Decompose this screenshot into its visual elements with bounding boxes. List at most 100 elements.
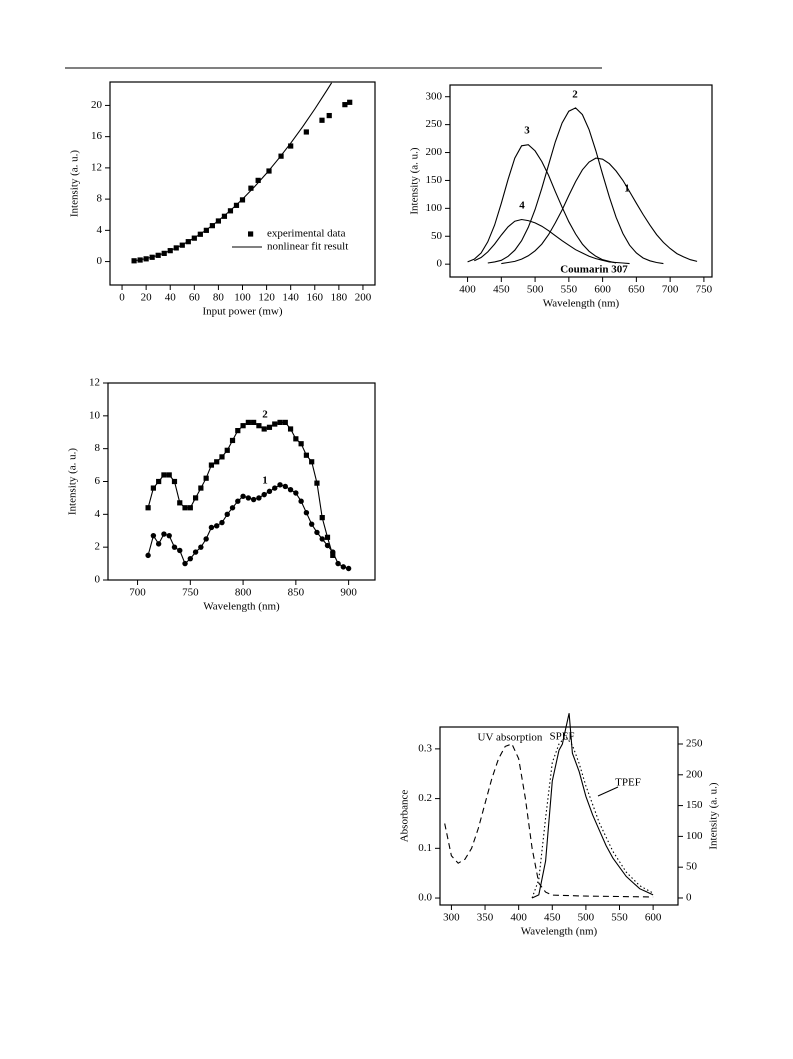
series-line: [501, 157, 698, 265]
series-line: [467, 144, 617, 264]
y-tick-label: 250: [426, 118, 443, 130]
y2-tick-label: 50: [686, 861, 698, 873]
marker-square: [319, 515, 325, 521]
marker-circle: [235, 498, 241, 504]
marker-square: [198, 485, 204, 491]
marker-square: [347, 99, 353, 105]
marker-square: [219, 454, 225, 460]
x-tick-label: 80: [213, 292, 225, 304]
marker-circle: [240, 493, 246, 499]
plot-frame: [109, 81, 376, 286]
x-tick-label: 450: [544, 912, 561, 924]
marker-circle: [282, 483, 288, 490]
marker-square: [177, 500, 183, 506]
marker-circle: [261, 491, 267, 498]
marker-circle: [319, 536, 325, 542]
x-tick-label: 700: [129, 587, 146, 599]
plot-frame: [107, 382, 376, 581]
tpef-arrow: [597, 786, 619, 797]
marker-square: [324, 534, 331, 540]
y-tick-label: 150: [426, 174, 443, 186]
y-tick-label: 0.1: [418, 842, 432, 854]
series-line: [444, 743, 654, 898]
marker-circle: [335, 560, 341, 567]
y-tick-label: 16: [91, 130, 103, 142]
marker-circle: [145, 552, 151, 559]
marker-square: [288, 143, 294, 149]
series-line: [487, 107, 664, 265]
x-tick-label: 700: [662, 284, 679, 296]
y2-tick-label: 100: [686, 830, 703, 842]
marker-circle: [308, 521, 315, 527]
marker-circle: [161, 531, 167, 537]
marker-square: [208, 462, 215, 468]
marker-circle: [277, 482, 283, 488]
series-label: TPEF: [615, 777, 641, 789]
marker-square: [251, 419, 257, 425]
marker-circle: [266, 488, 273, 495]
marker-square: [282, 419, 288, 425]
plot-frame: [439, 726, 679, 906]
x-tick-label: 60: [189, 292, 201, 304]
marker-circle: [303, 509, 310, 516]
marker-square: [256, 423, 262, 429]
marker-square: [255, 177, 261, 183]
marker-square: [192, 495, 199, 501]
marker-circle: [187, 555, 194, 562]
x-tick-label: 180: [331, 292, 348, 304]
y-tick-label: 50: [431, 230, 443, 242]
marker-circle: [272, 485, 278, 491]
x-tick-label: 600: [594, 284, 611, 296]
series-label: UV absorption: [478, 732, 543, 744]
marker-square: [261, 426, 267, 432]
y-tick-label: 0: [437, 258, 443, 270]
marker-circle: [150, 532, 157, 539]
y-axis-label: Intensity (a. u.): [409, 147, 421, 215]
marker-square: [235, 428, 241, 434]
marker-square: [203, 475, 209, 481]
marker-circle: [182, 560, 188, 567]
marker-square: [248, 185, 254, 191]
marker-square: [171, 478, 178, 485]
marker-square: [266, 424, 273, 430]
y-tick-label: 200: [426, 146, 443, 158]
x-axis-label: Wavelength (nm): [203, 601, 280, 613]
marker-circle: [177, 547, 183, 554]
y-tick-label: 0: [95, 574, 101, 586]
marker-circle: [213, 523, 220, 529]
series-line: [531, 713, 654, 899]
x-tick-label: 160: [307, 292, 324, 304]
y-tick-label: 0.3: [418, 742, 432, 754]
x-tick-label: 40: [165, 292, 177, 304]
series-line: [531, 735, 654, 899]
x-tick-label: 500: [578, 912, 595, 924]
marker-circle: [287, 487, 294, 493]
y-tick-label: 20: [91, 99, 103, 111]
y-tick-label: 4: [97, 224, 103, 236]
marker-square: [303, 129, 309, 135]
x-tick-label: 350: [477, 912, 494, 924]
marker-square: [287, 426, 294, 432]
x-tick-label: 120: [258, 292, 275, 304]
x-tick-label: 450: [493, 284, 510, 296]
marker-circle: [166, 532, 172, 539]
y-tick-label: 10: [89, 409, 101, 421]
marker-circle: [203, 536, 209, 542]
marker-square: [245, 419, 251, 425]
x-axis-label: Wavelength (nm): [543, 298, 620, 310]
marker-circle: [245, 495, 252, 501]
series-line: [134, 82, 333, 262]
y-tick-label: 8: [97, 193, 103, 205]
series-line: [474, 218, 630, 265]
series-label: 1: [624, 183, 630, 195]
series-label: 4: [519, 200, 525, 212]
y-tick-label: 300: [426, 90, 443, 102]
marker-circle: [293, 490, 299, 496]
x-tick-label: 400: [459, 284, 476, 296]
x-tick-label: 500: [527, 284, 544, 296]
marker-square: [161, 472, 167, 478]
marker-square: [298, 441, 304, 447]
x-tick-label: 800: [235, 587, 252, 599]
annotation: Coumarin 307: [560, 264, 628, 276]
x-axis-label: Wavelength (nm): [521, 926, 598, 938]
